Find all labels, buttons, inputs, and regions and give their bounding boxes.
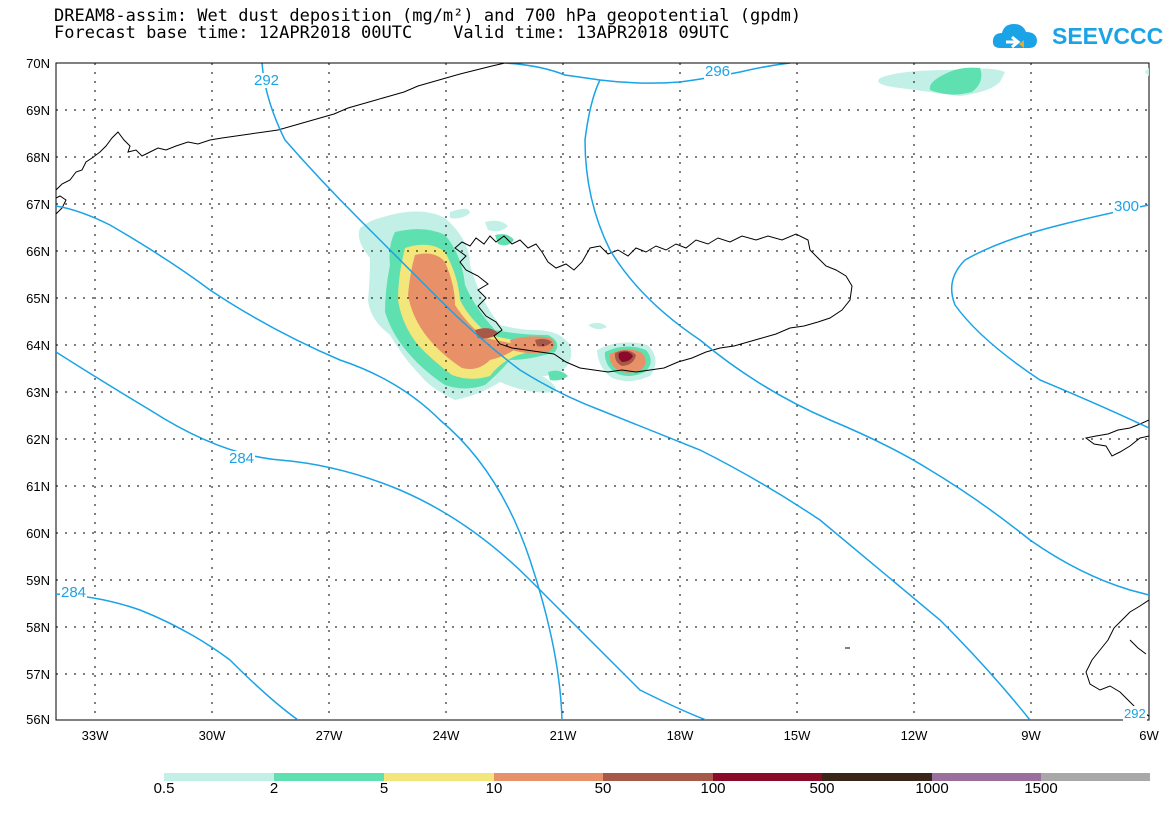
- contour-line: [584, 79, 1149, 596]
- logo-text: SEEVCCC: [1052, 23, 1164, 49]
- colorbar-swatch: [932, 773, 1041, 781]
- iceland-coast: [454, 233, 853, 373]
- colorbar-label: 100: [700, 780, 726, 797]
- lon-label: 6W: [1139, 728, 1159, 743]
- contour-line: [950, 204, 1149, 429]
- cloud-icon: [992, 24, 1037, 49]
- colorbar-label: 50: [594, 780, 612, 797]
- colorbar-label: 500: [809, 780, 835, 797]
- lon-label: 9W: [1021, 728, 1041, 743]
- lat-label: 66N: [26, 244, 50, 259]
- colorbar-label: 2: [269, 780, 279, 797]
- colorbar-label: 1500: [1024, 780, 1058, 797]
- lon-label: 18W: [666, 728, 694, 743]
- lat-label: 61N: [26, 479, 50, 494]
- colorbar-swatch: [164, 773, 274, 781]
- contour-label: 300: [1113, 198, 1141, 215]
- lon-label: 21W: [549, 728, 577, 743]
- contour-label: 292: [1123, 706, 1147, 721]
- contour-line: [56, 205, 563, 720]
- lat-label: 69N: [26, 103, 50, 118]
- lat-label: 60N: [26, 526, 50, 541]
- lat-label: 62N: [26, 432, 50, 447]
- colorbar-swatch: [494, 773, 603, 781]
- lat-label: 56N: [26, 712, 50, 727]
- lon-label: 30W: [198, 728, 226, 743]
- lat-label: 70N: [26, 56, 50, 71]
- contour-label: 296: [704, 63, 732, 80]
- lon-label: 27W: [315, 728, 343, 743]
- contour-label: 284: [60, 584, 88, 601]
- contour-line: [504, 63, 791, 84]
- colorbar-swatch: [384, 773, 494, 781]
- colorbar: [164, 773, 1150, 781]
- colorbar-swatch: [603, 773, 713, 781]
- greenland-coast: [56, 63, 506, 191]
- colorbar-swatch: [822, 773, 932, 781]
- lon-label: 15W: [783, 728, 811, 743]
- lon-label: 33W: [81, 728, 109, 743]
- graticule: [56, 63, 1149, 720]
- colorbar-swatch: [1041, 773, 1150, 781]
- lat-label: 68N: [26, 150, 50, 165]
- lat-label: 59N: [26, 573, 50, 588]
- lat-label: 64N: [26, 338, 50, 353]
- colorbar-label: 1000: [915, 780, 949, 797]
- geopotential-contours: [56, 63, 1149, 720]
- coastlines: [56, 63, 1149, 717]
- contour-line: [261, 63, 1031, 720]
- contour-label: 292: [253, 72, 281, 89]
- lat-label: 57N: [26, 667, 50, 682]
- contour-line: [56, 593, 299, 720]
- colorbar-label: 0.5: [153, 780, 175, 797]
- contour-line: [56, 351, 707, 720]
- map-title: DREAM8-assim: Wet dust deposition (mg/m²…: [54, 6, 802, 26]
- lon-label: 12W: [900, 728, 928, 743]
- colorbar-label: 5: [379, 780, 389, 797]
- contour-label: 284: [228, 450, 256, 467]
- lon-label: 24W: [432, 728, 460, 743]
- colorbar-swatch: [713, 773, 822, 781]
- map-subtitle: Forecast base time: 12APR2018 00UTC Vali…: [54, 23, 730, 43]
- colorbar-label: 10: [485, 780, 503, 797]
- lat-label: 67N: [26, 197, 50, 212]
- lat-label: 58N: [26, 620, 50, 635]
- lat-label: 63N: [26, 385, 50, 400]
- lat-label: 65N: [26, 291, 50, 306]
- colorbar-swatch: [274, 773, 384, 781]
